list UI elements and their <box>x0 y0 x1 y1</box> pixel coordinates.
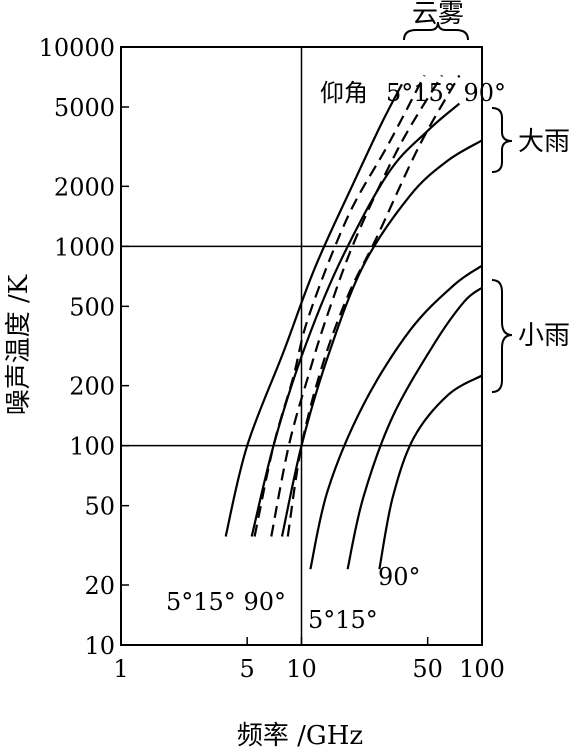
x-tick-label: 100 <box>459 655 505 683</box>
x-tick-label: 10 <box>286 655 317 683</box>
x-tick-label: 50 <box>412 655 443 683</box>
light-rain-angle-labels-bottom: 5°15° <box>308 606 378 634</box>
y-tick-label: 100 <box>69 433 115 461</box>
y-tick-label: 1000 <box>54 233 115 261</box>
y-tick-label: 5000 <box>54 94 115 122</box>
fog-brace <box>403 21 469 41</box>
fog-angle-labels: 5°15° 90° <box>386 79 506 107</box>
x-axis-title: 频率 /GHz <box>237 721 363 751</box>
curve-heavy-rain-3 <box>280 139 483 537</box>
elevation-label: 仰角 <box>320 79 368 107</box>
heavy-rain-brace <box>491 107 513 173</box>
y-tick-label: 10 <box>84 632 115 660</box>
curve-light-rain-4 <box>309 264 483 570</box>
light-rain-label: 小雨 <box>518 321 570 351</box>
curve-fog-9 <box>286 74 461 537</box>
y-tick-label: 2000 <box>54 173 115 201</box>
heavy-rain-angle-labels: 5°15° 90° <box>166 588 286 616</box>
y-tick-label: 50 <box>84 493 115 521</box>
light-rain-brace <box>491 279 513 393</box>
x-tick-label: 5 <box>240 655 255 683</box>
y-tick-label: 10000 <box>39 34 115 62</box>
fog-label: 云雾 <box>412 0 464 29</box>
curves <box>224 74 483 570</box>
y-axis-title: 噪声温度 /K <box>4 274 34 415</box>
heavy-rain-label: 大雨 <box>518 127 570 157</box>
axis-ticks: 1 5 10 50 100 10 20 50 100 200 500 1000 2000 5000 1000… <box>39 34 505 683</box>
curve-fog-7 <box>253 74 426 537</box>
y-tick-label: 200 <box>69 373 115 401</box>
curve-light-rain-6 <box>378 374 483 570</box>
curve-fog-8 <box>270 74 443 537</box>
light-rain-angle-label-top: 90° <box>378 563 421 591</box>
x-tick-label: 1 <box>113 655 128 683</box>
y-tick-label: 20 <box>84 572 115 600</box>
curve-heavy-rain-1 <box>224 83 403 537</box>
curve-light-rain-5 <box>346 286 483 570</box>
y-tick-label: 500 <box>69 293 115 321</box>
